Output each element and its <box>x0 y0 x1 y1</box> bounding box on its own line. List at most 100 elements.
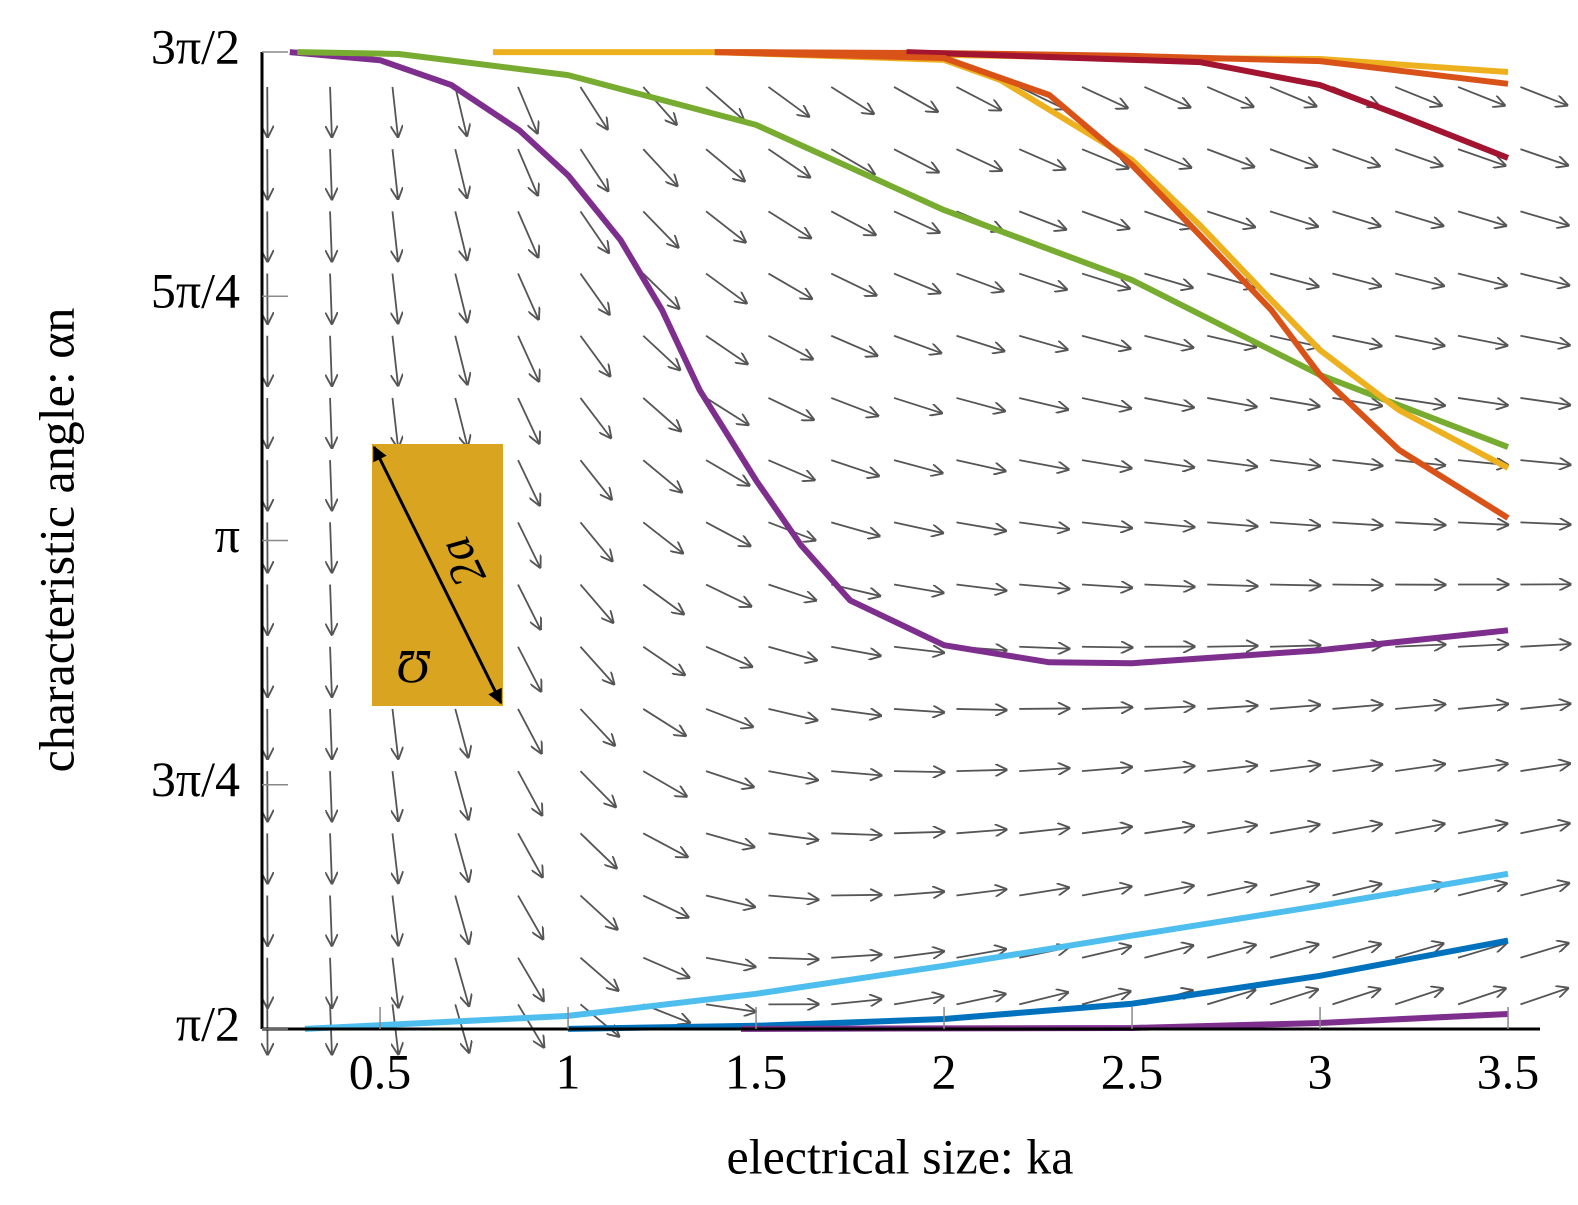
field-arrow <box>579 521 612 561</box>
field-arrow <box>956 459 1005 471</box>
curve <box>304 870 1509 1032</box>
field-arrow <box>330 86 332 137</box>
field-arrow <box>956 770 1006 771</box>
field-arrow <box>642 894 688 918</box>
field-arrow <box>517 832 542 877</box>
field-arrow <box>956 521 1005 530</box>
field-arrow <box>1269 397 1319 406</box>
field-arrow <box>1520 148 1567 165</box>
field-arrow <box>642 708 685 736</box>
field-arrow <box>1081 585 1132 588</box>
field-arrow <box>1081 210 1129 228</box>
field-arrow <box>392 86 397 137</box>
field-arrow <box>705 1003 755 1011</box>
field-arrow <box>1081 334 1130 349</box>
field-arrow <box>1269 825 1319 835</box>
field-arrow <box>1332 884 1381 897</box>
field-arrow <box>392 273 398 324</box>
field-arrow <box>893 334 941 353</box>
field-arrow <box>392 397 398 448</box>
field-arrow <box>517 148 538 195</box>
field-arrow <box>1269 522 1320 526</box>
field-arrow <box>454 148 467 198</box>
field-arrow <box>1144 946 1192 959</box>
field-arrow <box>1520 272 1569 286</box>
y-axis-label: characteristic angle: αn <box>28 308 84 773</box>
field-arrow <box>642 335 680 370</box>
field-arrow <box>1144 766 1194 771</box>
field-arrow <box>517 646 541 691</box>
field-arrow <box>330 957 332 1008</box>
field-arrow <box>517 397 539 443</box>
field-arrow <box>768 397 813 420</box>
field-arrow <box>830 397 878 416</box>
field-arrow <box>768 334 812 359</box>
field-arrow <box>956 709 1006 710</box>
inset: 2aΩ <box>372 444 503 706</box>
field-arrow <box>830 148 874 174</box>
field-arrow <box>768 583 815 601</box>
field-arrow <box>579 646 613 684</box>
field-arrow <box>893 709 944 712</box>
field-arrow <box>767 86 808 116</box>
field-arrow <box>1457 943 1506 959</box>
field-arrow <box>1457 704 1508 709</box>
field-arrow <box>1457 148 1505 165</box>
field-arrow <box>1269 705 1320 709</box>
field-arrow <box>768 645 816 661</box>
field-arrow <box>642 272 679 309</box>
field-arrow <box>1269 989 1318 1006</box>
field-arrow <box>392 771 398 821</box>
curve <box>714 49 1510 471</box>
field-arrow <box>454 708 468 757</box>
x-tick-label: 0.5 <box>349 1043 412 1099</box>
field-arrow <box>768 833 818 840</box>
field-arrow <box>830 334 877 356</box>
field-arrow <box>330 708 332 759</box>
field-arrow <box>831 955 881 958</box>
field-arrow <box>1332 989 1380 1006</box>
field-arrow <box>1520 704 1570 709</box>
field-arrow <box>705 894 755 907</box>
field-arrow <box>1457 210 1506 225</box>
x-tick-label: 2 <box>932 1043 957 1099</box>
field-arrow <box>1082 707 1132 709</box>
field-arrow <box>1520 988 1567 1006</box>
field-arrow <box>330 895 332 946</box>
field-arrow <box>1395 645 1445 647</box>
field-arrow <box>705 583 751 607</box>
field-arrow <box>330 460 332 510</box>
field-arrow <box>1144 585 1194 587</box>
field-arrow <box>1082 647 1132 648</box>
field-arrow <box>1520 397 1569 405</box>
field-arrow <box>893 86 938 112</box>
field-arrow <box>705 708 753 727</box>
field-arrow <box>330 771 332 821</box>
field-arrow <box>1207 765 1257 771</box>
field-arrow <box>1019 708 1069 709</box>
field-arrow <box>705 272 746 304</box>
field-arrow <box>517 521 540 567</box>
field-arrow <box>831 999 881 1004</box>
field-arrow <box>579 397 610 438</box>
field-arrow <box>893 996 943 1006</box>
field-arrow <box>1395 824 1444 835</box>
field-arrow <box>579 86 607 129</box>
field-arrow <box>768 770 817 780</box>
field-arrow <box>1081 767 1132 771</box>
field-arrow <box>1144 886 1193 897</box>
field-arrow <box>330 335 332 386</box>
field-arrow <box>642 956 689 978</box>
field-arrow <box>1019 459 1068 469</box>
field-arrow <box>579 210 608 252</box>
field-arrow <box>1206 990 1255 1006</box>
field-arrow <box>956 949 1005 959</box>
field-arrow <box>642 521 682 553</box>
field-arrow <box>642 583 683 614</box>
field-arrow <box>1081 86 1127 108</box>
field-arrow <box>1394 944 1443 959</box>
curve <box>714 49 1510 521</box>
field-arrow <box>517 459 540 505</box>
field-arrow <box>956 994 1005 1006</box>
field-arrow <box>392 211 398 261</box>
